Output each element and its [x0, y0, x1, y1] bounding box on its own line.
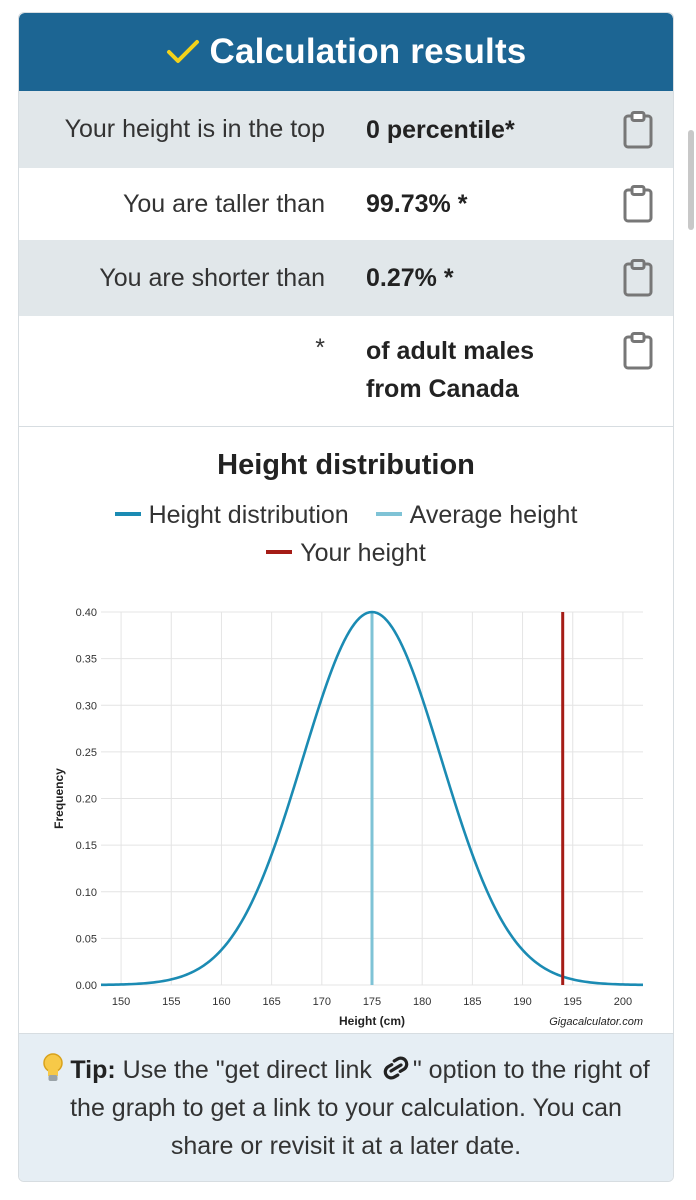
x-tick-label: 170	[313, 996, 331, 1008]
result-label: You are taller than	[122, 189, 325, 218]
legend-swatch	[375, 512, 402, 517]
results-title: Calculation results	[209, 32, 527, 71]
y-tick-label: 0.15	[76, 840, 97, 852]
link-icon	[383, 1056, 409, 1080]
distribution-curve	[100, 610, 644, 987]
result-row-taller: You are taller than 99.73% *	[19, 168, 673, 240]
y-axis-label: Frequency	[52, 768, 66, 829]
y-tick-label: 0.00	[76, 980, 97, 992]
check-icon	[166, 40, 199, 63]
result-value: of adult males from Canada	[366, 332, 534, 408]
results-card: Calculation results Your height is in th…	[18, 12, 674, 1182]
legend-item-distribution[interactable]: Height distribution	[114, 496, 349, 534]
x-tick-label: 150	[112, 996, 130, 1008]
tip-text-2: " option to the right of the graph to ge…	[70, 1056, 650, 1160]
result-value: 0 percentile*	[366, 115, 515, 144]
legend-swatch	[114, 512, 141, 517]
result-value: 0.27% *	[366, 264, 454, 292]
x-tick-label: 160	[212, 996, 230, 1008]
divider	[19, 426, 673, 427]
lightbulb-icon	[43, 1053, 64, 1082]
result-row-population: * of adult males from Canada	[19, 316, 673, 426]
y-tick-label: 0.25	[76, 747, 97, 759]
height-distribution-chart: 150 155 160 165 170 175 180 185 190 195 200 0.00 0.0…	[52, 607, 644, 1028]
legend-label: Average height	[409, 501, 578, 529]
result-value: 99.73% *	[366, 190, 468, 218]
population-line-1: of adult males	[366, 337, 535, 365]
chart-title: Height distribution	[217, 449, 475, 481]
result-row-shorter: You are shorter than 0.27% *	[19, 240, 673, 316]
x-tick-label: 195	[564, 996, 582, 1008]
x-tick-label: 180	[413, 996, 431, 1008]
result-label: Your height is in the top	[64, 115, 325, 143]
legend-label: Your height	[300, 539, 426, 567]
legend-swatch	[266, 550, 293, 555]
y-tick-label: 0.30	[76, 700, 97, 712]
tip-text-1: Use the "get direct link	[115, 1056, 379, 1084]
y-tick-label: 0.35	[76, 654, 97, 666]
clipboard-icon[interactable]	[623, 332, 653, 370]
legend-item-your-height[interactable]: Your height	[266, 534, 426, 572]
x-tick-label: 165	[262, 996, 280, 1008]
y-tick-label: 0.40	[76, 607, 97, 619]
clipboard-icon[interactable]	[623, 110, 653, 149]
y-tick-label: 0.10	[76, 887, 97, 899]
tip-label: Tip:	[70, 1056, 116, 1084]
clipboard-icon[interactable]	[623, 185, 653, 223]
results-header: Calculation results	[19, 13, 673, 91]
legend-label: Height distribution	[148, 501, 349, 529]
x-axis-label: Height (cm)	[339, 1014, 405, 1028]
x-tick-label: 190	[513, 996, 531, 1008]
chart-credit: Gigacalculator.com	[549, 1016, 643, 1028]
population-line-2: from Canada	[366, 375, 519, 403]
scrollbar[interactable]	[688, 130, 694, 230]
x-tick-label: 200	[614, 996, 632, 1008]
result-label: You are shorter than	[99, 263, 325, 292]
x-tick-label: 155	[162, 996, 180, 1008]
result-row-percentile: Your height is in the top 0 percentile*	[19, 91, 673, 168]
x-tick-label: 185	[463, 996, 481, 1008]
chart-legend: Height distribution Average height Your …	[46, 496, 646, 572]
y-tick-label: 0.05	[76, 933, 97, 945]
legend-item-average[interactable]: Average height	[375, 496, 578, 534]
clipboard-icon[interactable]	[623, 259, 653, 297]
y-tick-label: 0.20	[76, 794, 97, 806]
tip-box: Tip: Use the "get direct link " option t…	[19, 1033, 673, 1181]
x-tick-label: 175	[363, 996, 381, 1008]
result-label: *	[315, 334, 325, 362]
